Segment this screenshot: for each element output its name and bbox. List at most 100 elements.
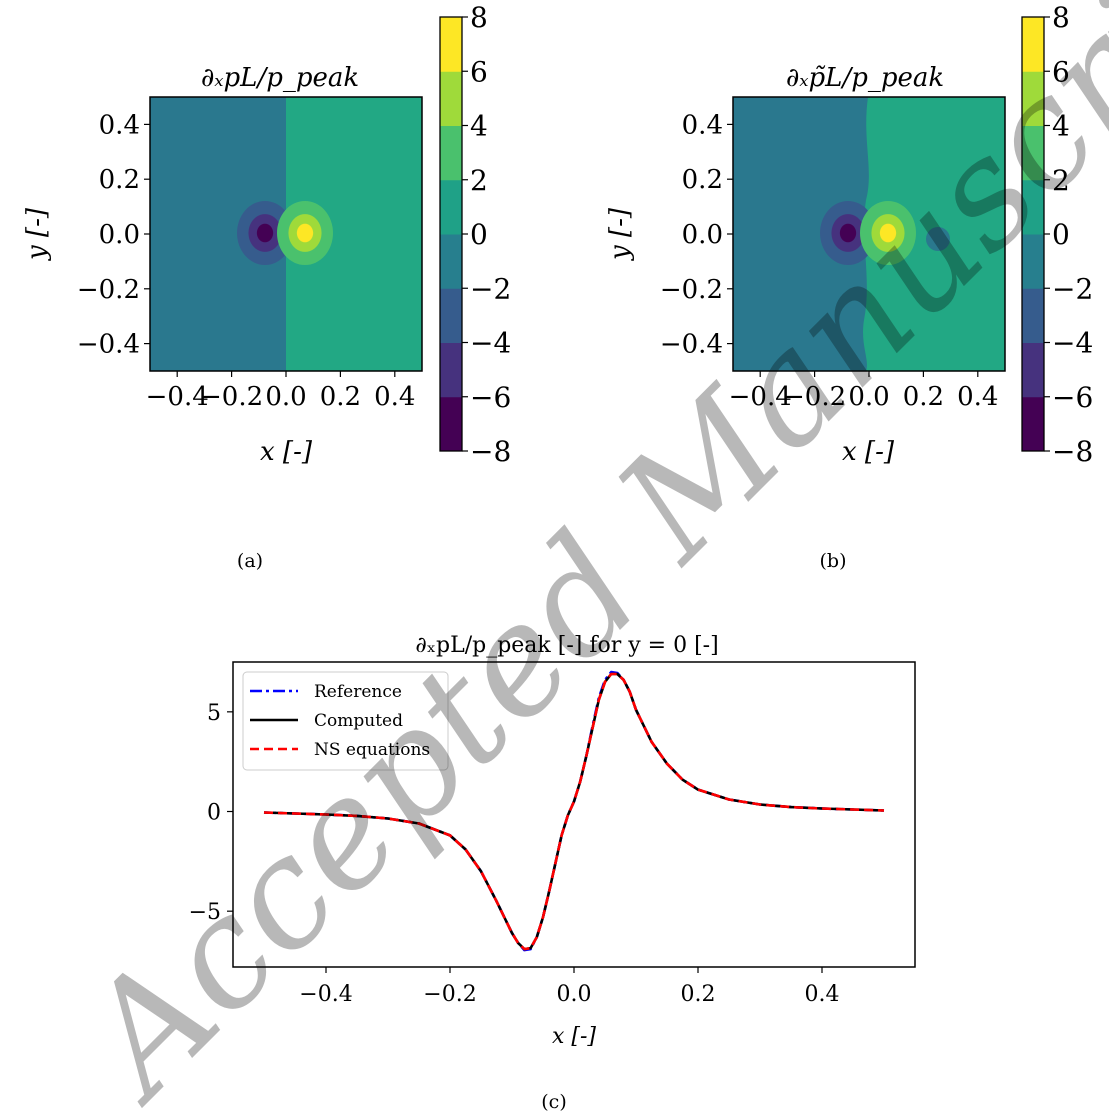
colorbar-tick-label: 8 bbox=[1052, 1, 1070, 34]
panel-a: ∂ₓpL/p_peak −0.4−0.2 0.0 0.2 0.4 0.40.20.0−… bbox=[22, 1, 511, 572]
colorbar-band bbox=[440, 17, 462, 72]
panel-a-caption: (a) bbox=[237, 550, 263, 572]
colorbar-tick-label: 2 bbox=[470, 164, 488, 197]
x-tick-label: 0.2 bbox=[681, 982, 716, 1007]
panel-c-xlabel: x [-] bbox=[552, 1024, 596, 1049]
colorbar-tick-label: −4 bbox=[470, 327, 511, 360]
heatmap-b-side-blob bbox=[926, 227, 950, 251]
colorbar-tick-label: 2 bbox=[1052, 164, 1070, 197]
colorbar-tick-label: 6 bbox=[1052, 55, 1070, 88]
x-tick-label: 0.2 bbox=[903, 382, 944, 412]
colorbar-tick-label: −6 bbox=[1052, 381, 1093, 414]
x-tick-label: 0.2 bbox=[320, 382, 361, 412]
legend-label: Reference bbox=[314, 682, 402, 702]
panel-b-colorbar: 8 6 4 2 0 −2 −4 −6 −8 bbox=[1021, 1, 1093, 468]
colorbar-tick-label: −8 bbox=[1052, 435, 1093, 468]
colorbar-band bbox=[1022, 396, 1044, 452]
y-tick-label: 0.4 bbox=[682, 110, 723, 140]
colorbar-band bbox=[440, 342, 462, 398]
heatmap-b-top-blob bbox=[821, 97, 861, 108]
colorbar-band bbox=[440, 71, 462, 126]
x-tick-label: −0.4 bbox=[729, 382, 792, 412]
colorbar-tick-label: −2 bbox=[470, 272, 511, 305]
y-tick-label: −0.2 bbox=[660, 275, 723, 305]
colorbar-tick-label: −6 bbox=[470, 381, 511, 414]
heatmap-a-negative-lobe bbox=[237, 201, 293, 265]
legend-frame bbox=[242, 671, 449, 771]
x-tick-label: 0.0 bbox=[557, 982, 592, 1007]
x-tick-label: −0.2 bbox=[200, 382, 263, 412]
colorbar-band bbox=[440, 234, 462, 289]
panel-b: ∂ₓp̃L/p_peak −0.4−0.2 0.0 0.2 0.4 0.40.20.0… bbox=[605, 1, 1093, 572]
colorbar-band bbox=[1022, 17, 1044, 72]
y-tick-label: 5 bbox=[207, 701, 221, 726]
panel-b-xlabel: x [-] bbox=[842, 437, 895, 467]
colorbar-tick-label: −2 bbox=[1052, 272, 1093, 305]
x-tick-label: 0.4 bbox=[957, 382, 998, 412]
panel-b-title: ∂ₓp̃L/p_peak bbox=[786, 63, 944, 93]
y-tick-label: 0.0 bbox=[99, 220, 140, 250]
y-tick-label: 0.4 bbox=[99, 110, 140, 140]
colorbar-band bbox=[1022, 125, 1044, 181]
panel-c-legend: Reference Computed NS equations bbox=[242, 671, 449, 771]
heatmap-b-positive-lobe bbox=[860, 201, 916, 265]
colorbar-band bbox=[1022, 342, 1044, 398]
colorbar-band bbox=[440, 125, 462, 181]
x-tick-label: 0.4 bbox=[805, 982, 840, 1007]
y-tick-label: −0.2 bbox=[77, 275, 140, 305]
colorbar-band bbox=[1022, 179, 1044, 235]
panel-c: ∂ₓpL/p_peak [-] for y = 0 [-] −0.4 −0.2 0.… bbox=[189, 633, 916, 1113]
colorbar-tick-label: 0 bbox=[470, 218, 488, 251]
legend-label: Computed bbox=[314, 711, 403, 731]
colorbar-tick-label: 8 bbox=[470, 1, 488, 34]
colorbar-tick-label: 4 bbox=[470, 110, 488, 143]
colorbar-band bbox=[440, 179, 462, 235]
x-tick-label: 0.0 bbox=[848, 382, 889, 412]
panel-a-colorbar: 8 6 4 2 0 −2 −4 −6 −8 bbox=[439, 1, 511, 468]
panel-b-x-ticks: −0.4−0.2 0.0 0.2 0.4 bbox=[729, 371, 998, 412]
panel-c-x-ticks: −0.4 −0.2 0.0 0.2 0.4 bbox=[299, 967, 840, 1007]
panel-c-y-ticks: 5 0 −5 bbox=[189, 701, 233, 925]
panel-c-caption: (c) bbox=[541, 1091, 566, 1113]
panel-b-y-ticks: 0.4 0.2 0.0 −0.2 −0.4 bbox=[660, 110, 733, 360]
x-tick-label: −0.2 bbox=[423, 982, 476, 1007]
x-tick-label: −0.2 bbox=[783, 382, 846, 412]
colorbar-tick-label: 6 bbox=[470, 55, 488, 88]
colorbar-tick-label: 4 bbox=[1052, 110, 1070, 143]
colorbar-band bbox=[1022, 71, 1044, 126]
y-tick-label: 0 bbox=[207, 801, 221, 826]
legend-label: NS equations bbox=[314, 740, 430, 760]
y-tick-label: 0.0 bbox=[682, 220, 723, 250]
series-line-ns-equations bbox=[263, 672, 885, 951]
colorbar-band bbox=[1022, 288, 1044, 343]
y-tick-label: 0.2 bbox=[99, 165, 140, 195]
panel-a-xlabel: x [-] bbox=[260, 437, 313, 467]
panel-b-caption: (b) bbox=[820, 550, 847, 572]
x-tick-label: −0.4 bbox=[299, 982, 352, 1007]
panel-a-ylabel: y [-] bbox=[22, 207, 52, 261]
panel-c-title: ∂ₓpL/p_peak [-] for y = 0 [-] bbox=[415, 633, 718, 658]
panel-a-x-ticks: −0.4−0.2 0.0 0.2 0.4 bbox=[146, 371, 415, 412]
colorbar-band bbox=[1022, 234, 1044, 289]
colorbar-tick-label: −8 bbox=[470, 435, 511, 468]
y-tick-label: −0.4 bbox=[660, 330, 723, 360]
y-tick-label: −0.4 bbox=[77, 330, 140, 360]
panel-b-heatmap bbox=[733, 97, 1005, 371]
panel-a-title: ∂ₓpL/p_peak bbox=[201, 63, 359, 93]
colorbar-band bbox=[440, 396, 462, 452]
colorbar-tick-label: −4 bbox=[1052, 327, 1093, 360]
panel-a-heatmap bbox=[150, 97, 422, 371]
x-tick-label: 0.0 bbox=[265, 382, 306, 412]
x-tick-label: 0.4 bbox=[374, 382, 415, 412]
y-tick-label: 0.2 bbox=[682, 165, 723, 195]
panel-c-plot-area bbox=[263, 670, 885, 952]
x-tick-label: −0.4 bbox=[146, 382, 209, 412]
panel-b-ylabel: y [-] bbox=[605, 207, 635, 261]
heatmap-b-negative-lobe bbox=[820, 201, 876, 265]
heatmap-a-positive-lobe bbox=[277, 201, 333, 265]
panel-a-y-ticks: 0.4 0.2 0.0 −0.2 −0.4 bbox=[77, 110, 150, 360]
heatmap-b-left-region bbox=[733, 97, 869, 371]
y-tick-label: −5 bbox=[189, 900, 221, 925]
colorbar-tick-label: 0 bbox=[1052, 218, 1070, 251]
